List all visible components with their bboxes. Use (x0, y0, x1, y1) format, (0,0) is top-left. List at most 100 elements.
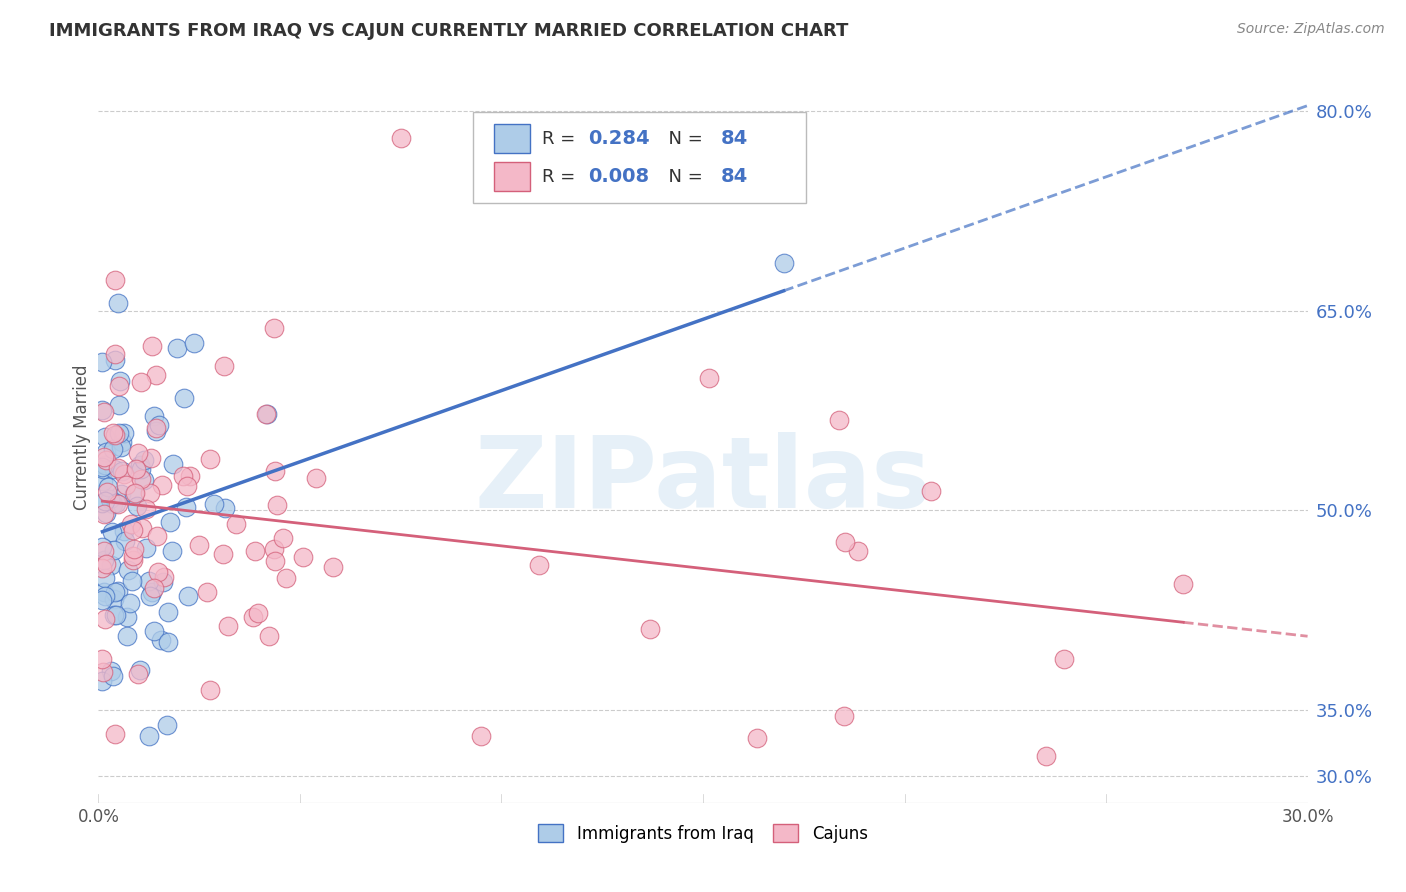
Point (93, 584, 115, 599)
Point (91, 474, 114, 488)
Point (94, 590, 117, 604)
Point (470, 729, 492, 743)
Point (197, 585, 219, 599)
Point (143, 582, 166, 596)
Point (214, 501, 236, 516)
Point (263, 542, 285, 557)
Point (104, 352, 127, 367)
Point (91, 674, 114, 689)
Point (94, 506, 117, 520)
Point (111, 464, 134, 478)
Point (104, 347, 127, 361)
Point (247, 606, 270, 620)
Point (920, 484, 942, 499)
Point (146, 565, 169, 579)
Point (129, 664, 152, 678)
Point (112, 467, 135, 482)
Point (146, 529, 169, 543)
Point (159, 515, 181, 529)
Point (264, 554, 287, 568)
Point (157, 634, 180, 648)
Point (150, 478, 173, 492)
Point (129, 462, 152, 476)
Point (139, 486, 162, 500)
Point (111, 434, 134, 449)
Point (157, 605, 180, 619)
Point (127, 667, 149, 681)
Text: ZIPatlas: ZIPatlas (475, 433, 931, 530)
Point (243, 543, 266, 558)
Text: R =: R = (543, 168, 581, 186)
Text: 0.284: 0.284 (588, 129, 650, 148)
Point (174, 500, 197, 515)
Point (103, 542, 125, 557)
Point (91, 665, 114, 680)
Point (200, 451, 222, 466)
Point (103, 592, 125, 607)
Point (846, 543, 869, 558)
Point (108, 375, 131, 389)
Point (122, 523, 145, 537)
Point (160, 543, 183, 558)
Point (202, 497, 225, 511)
Point (94, 612, 117, 626)
Point (112, 425, 135, 440)
Point (183, 335, 205, 350)
Point (177, 589, 200, 603)
Point (104, 585, 127, 599)
Point (94, 557, 117, 571)
Point (93, 543, 115, 558)
Point (225, 516, 247, 531)
Point (274, 571, 297, 585)
Point (94, 458, 117, 472)
Point (98, 492, 121, 507)
Point (91, 403, 114, 417)
Point (389, 131, 412, 145)
Point (212, 359, 235, 374)
Point (145, 421, 167, 435)
Point (131, 472, 153, 486)
Point (94, 430, 117, 444)
Point (112, 524, 135, 538)
Point (129, 375, 152, 389)
Point (117, 563, 139, 577)
Point (110, 487, 132, 501)
FancyBboxPatch shape (494, 162, 530, 191)
Point (122, 487, 145, 501)
Point (135, 541, 157, 556)
Point (153, 570, 176, 584)
Point (145, 368, 167, 383)
Point (121, 553, 143, 567)
Point (101, 497, 124, 511)
Point (100, 524, 122, 539)
Point (135, 502, 157, 516)
Point (166, 341, 188, 355)
Point (263, 321, 285, 335)
Point (697, 371, 720, 385)
Point (256, 407, 278, 421)
Point (745, 731, 768, 745)
Point (1053, 652, 1076, 666)
Point (254, 407, 277, 421)
Point (242, 610, 264, 624)
Point (93, 552, 115, 566)
Point (94, 494, 117, 508)
Point (834, 535, 856, 549)
Point (108, 379, 131, 393)
Point (124, 486, 146, 500)
Point (94, 452, 117, 467)
Point (91, 652, 114, 666)
Point (107, 426, 129, 441)
Point (107, 398, 129, 412)
Point (1173, 577, 1195, 591)
Point (97, 480, 120, 494)
Point (107, 295, 129, 310)
Point (91, 460, 114, 475)
Text: 0.008: 0.008 (588, 167, 650, 186)
Text: Source: ZipAtlas.com: Source: ZipAtlas.com (1237, 22, 1385, 37)
Point (527, 558, 550, 572)
Point (101, 442, 124, 457)
Point (114, 534, 136, 549)
Point (212, 547, 235, 561)
FancyBboxPatch shape (474, 112, 806, 203)
